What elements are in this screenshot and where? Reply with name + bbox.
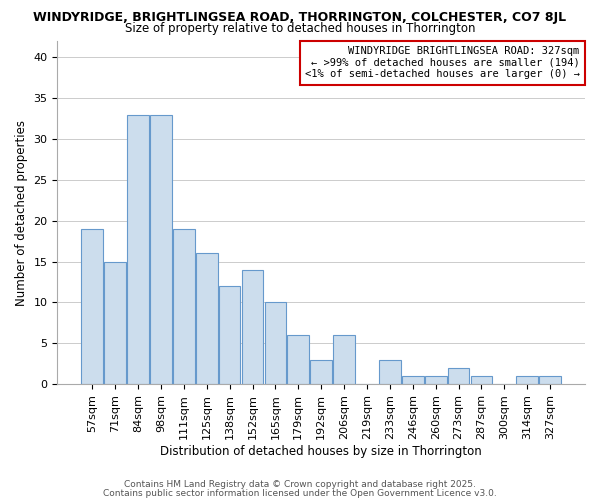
Bar [173, 229, 195, 384]
Bar [379, 360, 401, 384]
Bar [470, 376, 493, 384]
Bar [265, 302, 286, 384]
Y-axis label: Number of detached properties: Number of detached properties [15, 120, 28, 306]
Bar [425, 376, 446, 384]
Bar [127, 114, 149, 384]
Bar [402, 376, 424, 384]
Bar [333, 335, 355, 384]
Bar [517, 376, 538, 384]
Bar [242, 270, 263, 384]
Text: WINDYRIDGE BRIGHTLINGSEA ROAD: 327sqm
← >99% of detached houses are smaller (194: WINDYRIDGE BRIGHTLINGSEA ROAD: 327sqm ← … [305, 46, 580, 80]
Text: Contains HM Land Registry data © Crown copyright and database right 2025.: Contains HM Land Registry data © Crown c… [124, 480, 476, 489]
Text: Size of property relative to detached houses in Thorrington: Size of property relative to detached ho… [125, 22, 475, 35]
X-axis label: Distribution of detached houses by size in Thorrington: Distribution of detached houses by size … [160, 444, 482, 458]
Bar [219, 286, 241, 384]
Bar [448, 368, 469, 384]
Bar [150, 114, 172, 384]
Bar [310, 360, 332, 384]
Bar [196, 254, 218, 384]
Bar [104, 262, 126, 384]
Bar [539, 376, 561, 384]
Text: WINDYRIDGE, BRIGHTLINGSEA ROAD, THORRINGTON, COLCHESTER, CO7 8JL: WINDYRIDGE, BRIGHTLINGSEA ROAD, THORRING… [34, 11, 566, 24]
Bar [82, 229, 103, 384]
Bar [287, 335, 309, 384]
Text: Contains public sector information licensed under the Open Government Licence v3: Contains public sector information licen… [103, 488, 497, 498]
